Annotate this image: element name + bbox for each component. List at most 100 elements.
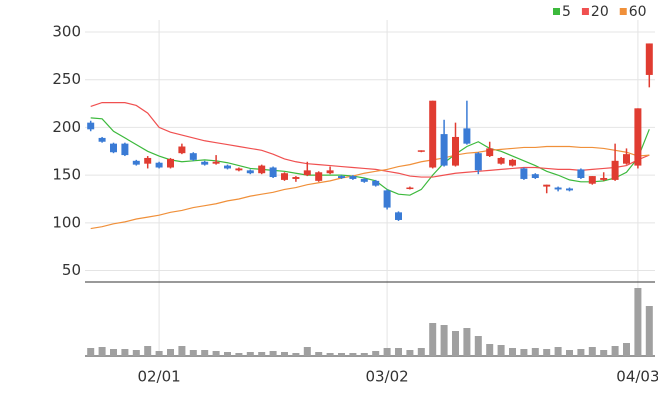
volume-bar	[224, 352, 231, 356]
volume-bar	[303, 347, 311, 356]
candle-body	[372, 180, 380, 186]
candle-body	[588, 176, 596, 184]
candle-body	[87, 122, 95, 130]
volume-bar	[212, 351, 220, 356]
volume-bar	[326, 353, 334, 356]
volume-bar	[258, 352, 266, 356]
candle-body	[634, 108, 642, 166]
volume-bar	[338, 353, 345, 356]
legend-swatch	[553, 8, 560, 15]
volume-bar	[383, 348, 391, 356]
candle-body	[452, 136, 459, 166]
moving-average-line	[90, 145, 650, 230]
volume-bar	[520, 349, 528, 356]
candle-body	[281, 173, 288, 180]
volume-bar	[474, 336, 482, 356]
volume-bar	[417, 348, 425, 356]
candle-body	[395, 212, 402, 220]
volume-bar	[497, 345, 505, 356]
candle-body	[258, 165, 266, 174]
volume-bar	[315, 352, 323, 356]
candle-body	[292, 177, 300, 179]
volume-bar	[178, 346, 186, 356]
candle-body	[110, 143, 117, 153]
y-tick-label: 150	[52, 166, 81, 184]
candle-body	[201, 161, 209, 165]
candle-body	[155, 162, 163, 168]
candle-body	[417, 150, 425, 152]
volume-bar	[509, 348, 516, 356]
volume-bar	[452, 331, 459, 356]
volume-bar	[167, 349, 174, 356]
candle-body	[463, 128, 471, 144]
candle-body	[623, 154, 630, 164]
legend-label: 60	[629, 4, 647, 20]
candle-body	[212, 161, 220, 164]
volume-bar	[577, 349, 585, 356]
candle-body	[440, 134, 448, 166]
candle-body	[303, 170, 311, 176]
candle-body	[554, 187, 562, 190]
y-tick-label: 100	[52, 213, 81, 231]
volume-bar	[543, 349, 551, 356]
candle-body	[121, 143, 129, 156]
volume-bar	[246, 352, 254, 356]
candle-body	[474, 153, 482, 171]
legend-swatch	[581, 8, 589, 15]
volume-bar	[155, 351, 163, 356]
y-tick-label: 50	[62, 261, 81, 279]
y-tick-label: 250	[52, 70, 81, 88]
volume-bar	[634, 288, 642, 356]
x-tick-label: 03/02	[365, 368, 408, 386]
legend-label: 5	[562, 4, 571, 20]
volume-bar	[87, 348, 95, 356]
candle-body	[178, 146, 186, 154]
volume-bar	[281, 352, 288, 356]
candle-body	[132, 160, 140, 165]
volume-bar	[201, 350, 209, 356]
volume-bar	[611, 346, 619, 356]
candle-body	[611, 160, 619, 180]
x-tick-label: 02/01	[137, 368, 180, 386]
candle-body	[189, 153, 197, 160]
volume-bar	[235, 353, 243, 356]
volume-bar	[588, 347, 596, 356]
volume-bar	[440, 325, 448, 356]
volume-bar	[132, 350, 140, 356]
candle-body	[360, 178, 368, 182]
volume-bar	[600, 350, 608, 356]
candle-body	[246, 170, 254, 174]
candle-body	[315, 172, 323, 181]
volume-bar	[269, 351, 277, 356]
candle-body	[269, 167, 277, 178]
y-tick-label: 300	[52, 23, 81, 41]
candle-body	[566, 188, 573, 191]
candle-body	[486, 148, 494, 157]
volume-bar	[121, 349, 129, 356]
volume-bar	[395, 348, 402, 356]
candle-body	[509, 159, 516, 166]
candle-body	[543, 184, 551, 187]
candle-body	[645, 43, 653, 75]
legend-label: 20	[591, 4, 609, 20]
legend-swatch	[619, 8, 627, 15]
volume-bar	[486, 344, 494, 356]
volume-bar	[623, 343, 630, 356]
candle-body	[235, 168, 243, 171]
candle-body	[429, 100, 437, 168]
volume-bar	[554, 347, 562, 356]
moving-average-line	[90, 102, 650, 178]
volume-bar	[144, 346, 152, 356]
candle-body	[349, 176, 357, 179]
candle-body	[326, 170, 334, 174]
volume-bar	[189, 350, 197, 356]
volume-bar	[429, 323, 437, 356]
x-tick-label: 04/03	[616, 368, 658, 386]
candle-body	[338, 176, 345, 178]
candle-body	[98, 137, 106, 142]
volume-bar	[98, 347, 106, 356]
candle-body	[167, 158, 174, 168]
volume-bar	[531, 348, 539, 356]
volume-bar	[463, 328, 471, 356]
